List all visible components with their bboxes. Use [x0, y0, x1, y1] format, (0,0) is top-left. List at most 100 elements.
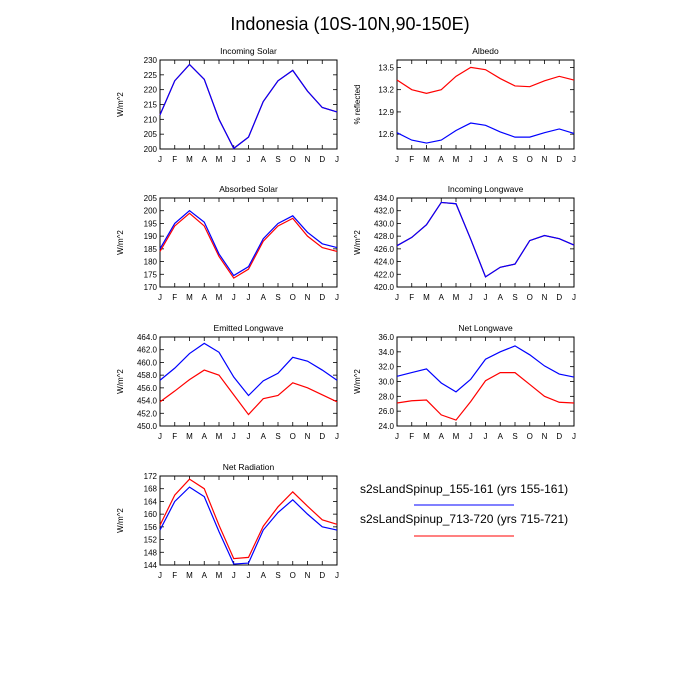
x-tick-label: J	[247, 432, 251, 441]
x-tick-label: N	[305, 293, 311, 302]
y-tick-label: 24.0	[378, 422, 394, 431]
x-tick-label: S	[512, 432, 517, 441]
panel-title: Incoming Longwave	[448, 184, 524, 194]
legend-label-2: s2sLandSpinup_713-720 (yrs 715-721)	[360, 512, 568, 526]
y-tick-label: 13.5	[378, 63, 394, 72]
y-axis-label: W/m^2	[116, 508, 125, 533]
x-tick-label: M	[423, 293, 430, 302]
x-tick-label: D	[319, 293, 325, 302]
x-tick-label: O	[290, 293, 296, 302]
x-tick-label: A	[498, 432, 504, 441]
series-line-1	[159, 63, 338, 150]
x-tick-label: N	[542, 155, 548, 164]
x-tick-label: N	[305, 571, 311, 580]
x-tick-label: M	[453, 293, 460, 302]
series-line-1	[396, 345, 575, 393]
x-tick-label: A	[439, 155, 445, 164]
x-tick-label: M	[186, 155, 193, 164]
panel-title: Net Longwave	[458, 323, 513, 333]
x-tick-label: A	[439, 432, 445, 441]
plot-frame	[159, 197, 338, 288]
x-tick-label: S	[275, 571, 280, 580]
panel-title: Incoming Solar	[220, 46, 277, 56]
x-tick-label: D	[319, 571, 325, 580]
x-tick-label: J	[232, 432, 236, 441]
y-tick-label: 32.0	[378, 363, 394, 372]
x-tick-label: A	[261, 155, 267, 164]
legend-label-1: s2sLandSpinup_155-161 (yrs 155-161)	[360, 482, 568, 496]
series-line-1	[159, 486, 338, 565]
x-tick-label: O	[290, 432, 296, 441]
panel-4: Incoming Longwave W/m^2 420.0 422.0 424.0 426…	[353, 184, 576, 302]
x-tick-label: F	[409, 293, 414, 302]
x-tick-label: J	[335, 432, 339, 441]
x-tick-label: F	[172, 293, 177, 302]
y-tick-label: 225	[144, 71, 158, 80]
y-tick-label: 200	[144, 207, 158, 216]
series-line-2	[396, 372, 575, 421]
panel-title: Emitted Longwave	[214, 323, 284, 333]
x-tick-label: M	[216, 155, 223, 164]
x-tick-label: J	[232, 571, 236, 580]
x-tick-label: F	[172, 432, 177, 441]
y-tick-label: 30.0	[378, 378, 394, 387]
x-tick-label: J	[232, 155, 236, 164]
y-tick-label: 172	[144, 472, 158, 481]
y-tick-label: 148	[144, 548, 158, 557]
x-tick-label: J	[469, 293, 473, 302]
x-tick-label: N	[542, 432, 548, 441]
x-tick-label: D	[556, 155, 562, 164]
plot-frame	[396, 59, 575, 150]
x-tick-label: M	[186, 571, 193, 580]
x-tick-label: J	[158, 293, 162, 302]
y-tick-label: 152	[144, 536, 158, 545]
x-tick-label: J	[572, 155, 576, 164]
panel-title: Net Radiation	[223, 462, 275, 472]
panel-5: Emitted Longwave W/m^2 450.0 452.0 454.0 456.…	[116, 323, 339, 441]
y-tick-label: 28.0	[378, 392, 394, 401]
x-tick-label: J	[335, 293, 339, 302]
series-line-1	[159, 342, 338, 397]
y-tick-label: 432.0	[374, 207, 395, 216]
x-tick-label: J	[395, 432, 399, 441]
y-tick-label: 450.0	[137, 422, 158, 431]
x-tick-label: N	[542, 293, 548, 302]
y-tick-label: 422.0	[374, 270, 395, 279]
y-tick-label: 464.0	[137, 333, 158, 342]
y-tick-label: 428.0	[374, 232, 395, 241]
x-tick-label: N	[305, 432, 311, 441]
series-line-2	[159, 369, 338, 416]
x-tick-label: J	[335, 155, 339, 164]
x-tick-label: J	[158, 432, 162, 441]
y-tick-label: 215	[144, 101, 158, 110]
x-tick-label: J	[484, 155, 488, 164]
x-tick-label: F	[172, 155, 177, 164]
x-tick-label: D	[319, 155, 325, 164]
y-axis-label: W/m^2	[116, 369, 125, 394]
x-tick-label: O	[290, 155, 296, 164]
y-tick-label: 164	[144, 497, 158, 506]
x-tick-label: S	[275, 155, 280, 164]
y-tick-label: 34.0	[378, 348, 394, 357]
x-tick-label: O	[290, 571, 296, 580]
x-tick-label: J	[484, 432, 488, 441]
x-tick-label: A	[202, 571, 208, 580]
x-tick-label: D	[556, 432, 562, 441]
panel-7: Net Radiation W/m^2 144 148 152 156 160 164 168 1…	[116, 462, 339, 580]
y-tick-label: 190	[144, 232, 158, 241]
y-axis-label: W/m^2	[116, 230, 125, 255]
x-tick-label: A	[261, 293, 267, 302]
x-tick-label: S	[275, 293, 280, 302]
y-tick-label: 205	[144, 130, 158, 139]
y-axis-label: % reflected	[353, 84, 362, 124]
x-tick-label: A	[261, 571, 267, 580]
panels-group: Incoming Solar W/m^2 200 205 210 215 220 225 230…	[116, 46, 576, 580]
x-tick-label: J	[247, 155, 251, 164]
x-tick-label: F	[409, 155, 414, 164]
y-tick-label: 454.0	[137, 397, 158, 406]
x-tick-label: F	[172, 571, 177, 580]
x-tick-label: J	[335, 571, 339, 580]
x-tick-label: O	[527, 293, 533, 302]
x-tick-label: J	[247, 293, 251, 302]
